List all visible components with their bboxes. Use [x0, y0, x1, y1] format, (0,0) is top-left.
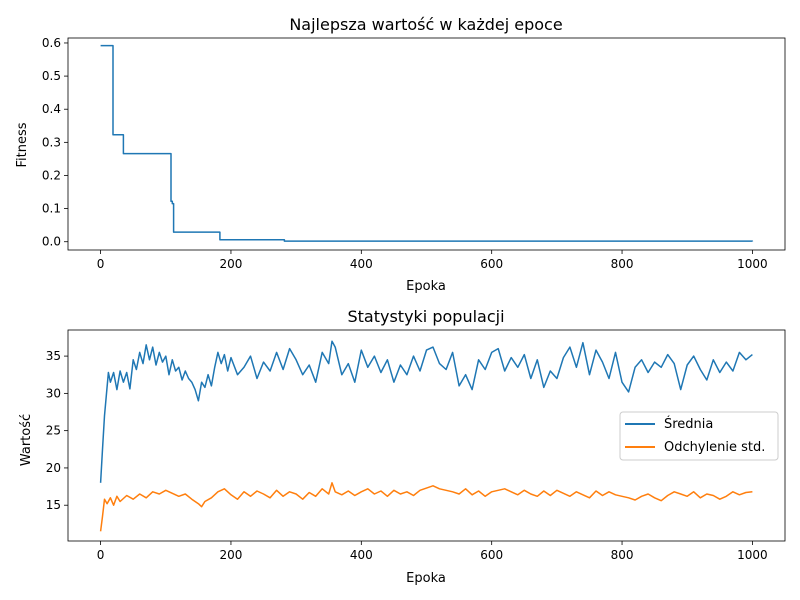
- y-tick-label: 25: [46, 424, 61, 438]
- legend-label-mean: Średnia: [664, 416, 713, 432]
- series-line-0-0: [100, 44, 754, 242]
- plot-ticks: 0 200 400 600 800 1000 15 20 25 30 35: [46, 349, 768, 562]
- x-tick-label: 600: [480, 257, 503, 271]
- plot-lines: [100, 44, 754, 242]
- y-tick-label: 0.0: [42, 235, 61, 249]
- chart-best-fitness: Najlepsza wartość w każdej epoce Epoka F…: [15, 15, 786, 294]
- x-tick-label: 400: [350, 257, 373, 271]
- plot-frame: [67, 329, 786, 542]
- x-tick-label: 400: [350, 548, 373, 562]
- x-tick-label: 0: [97, 257, 105, 271]
- legend: Średnia Odchylenie std.: [619, 411, 779, 461]
- y-tick-label: 35: [46, 349, 61, 363]
- series-line-1-1: [99, 482, 753, 532]
- y-tick-label: 0.5: [42, 69, 61, 83]
- y-tick-label: 0.6: [42, 36, 61, 50]
- y-tick-label: 0.4: [42, 102, 61, 116]
- chart-title: Statystyki populacji: [347, 307, 504, 326]
- x-tick-label: 200: [220, 257, 243, 271]
- x-axis-label: Epoka: [406, 279, 446, 294]
- x-tick-label: 800: [611, 257, 634, 271]
- y-axis-label: Wartość: [19, 414, 34, 466]
- y-axis-label: Fitness: [15, 122, 30, 167]
- x-axis-label: Epoka: [406, 571, 446, 586]
- x-tick-label: 200: [220, 548, 243, 562]
- legend-box: [619, 411, 779, 461]
- series-line-1-0: [99, 340, 753, 483]
- y-tick-label: 0.1: [42, 202, 61, 216]
- chart-title: Najlepsza wartość w każdej epoce: [289, 15, 562, 34]
- x-tick-label: 600: [480, 548, 503, 562]
- y-tick-label: 0.2: [42, 168, 61, 182]
- plot-frame: [67, 37, 786, 251]
- plot-ticks: 0 200 400 600 800 1000 0.0 0.1 0.2 0.3 0.4 0.5 0.6: [42, 36, 768, 271]
- y-tick-label: 30: [46, 386, 61, 400]
- x-tick-label: 0: [97, 548, 105, 562]
- legend-label-std: Odchylenie std.: [664, 440, 765, 455]
- chart-population-stats: Statystyki populacji Epoka Wartość 0 200 4…: [19, 307, 786, 586]
- y-tick-label: 15: [46, 498, 61, 512]
- x-tick-label: 800: [611, 548, 634, 562]
- plot-lines: [99, 340, 753, 532]
- y-tick-label: 0.3: [42, 135, 61, 149]
- x-tick-label: 1000: [737, 548, 768, 562]
- x-tick-label: 1000: [737, 257, 768, 271]
- y-tick-label: 20: [46, 461, 61, 475]
